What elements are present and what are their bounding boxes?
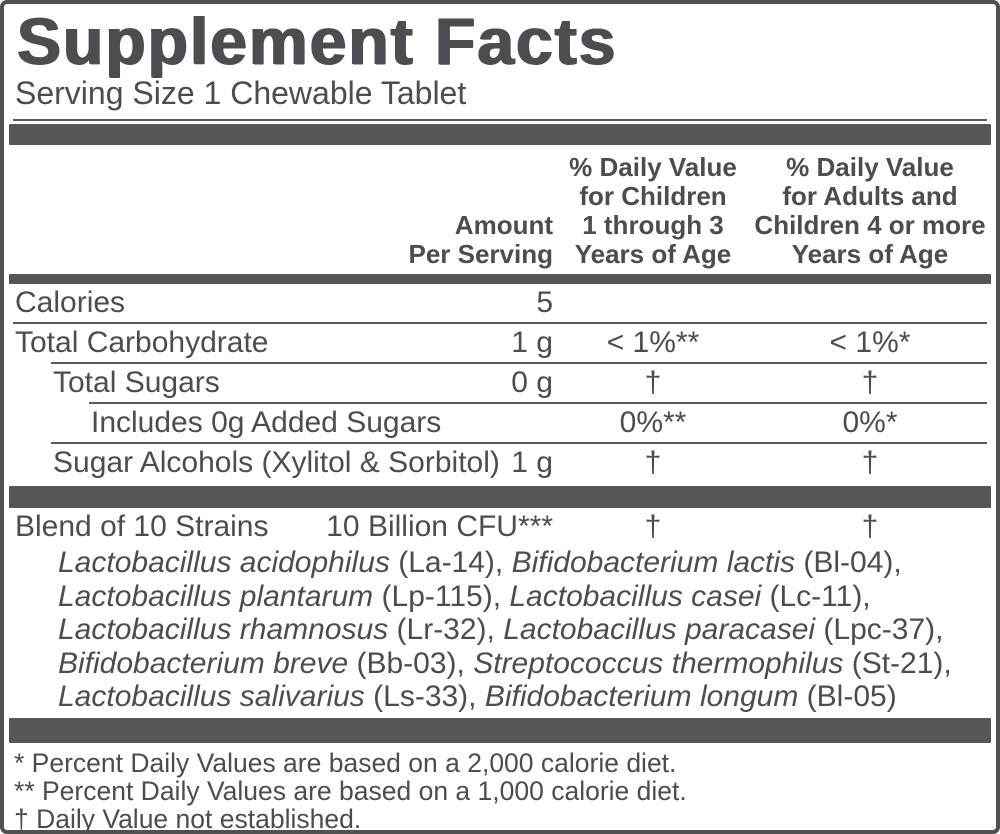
header-adult-daily-value: % Daily Value for Adults and Children 4 …	[754, 152, 986, 269]
section-bar-blend	[9, 486, 991, 508]
strain-code: (Lpc-37),	[815, 613, 944, 646]
row-separator	[13, 322, 987, 324]
footnotes: * Percent Daily Values are based on a 2,…	[13, 743, 987, 834]
adult-dv-value	[753, 284, 987, 322]
nutrient-amount: 1 g	[511, 326, 553, 359]
strain-line: Lactobacillus salivarius (Ls-33), Bifido…	[58, 680, 987, 714]
section-bar-footnotes	[9, 717, 991, 743]
nutrient-amount: 1 g	[511, 446, 553, 479]
child-dv-value	[553, 284, 753, 322]
adult-dv-value: 0%*	[842, 406, 898, 439]
strain-code: (Lr-32),	[388, 613, 504, 646]
strain-list: Lactobacillus acidophilus (La-14), Bifid…	[13, 546, 987, 716]
strain-code: (Lc-11),	[761, 579, 871, 613]
child-dv-value: < 1%**	[606, 326, 700, 359]
strain-species: Lactobacillus salivarius	[58, 680, 365, 713]
nutrient-name: Includes 0g Added Sugars	[91, 406, 442, 439]
strain-species: Bifidobacterium breve	[58, 646, 349, 680]
strain-species: Lactobacillus plantarum	[58, 579, 374, 613]
serving-size-rule	[13, 119, 987, 121]
adult-dv-value: †	[861, 366, 879, 399]
row-separator	[51, 362, 987, 364]
column-header-row: Amount Per Serving % Daily Value for Chi…	[13, 145, 987, 274]
strain-species: Bifidobacterium lactis	[511, 546, 796, 579]
nutrient-amount: 0 g	[511, 366, 553, 399]
table-row-calories: Calories 5	[13, 284, 987, 322]
nutrient-amount: 5	[536, 286, 553, 319]
serving-size: Serving Size 1 Chewable Tablet	[15, 75, 467, 111]
strain-code: (St-21),	[843, 646, 952, 680]
strain-line: Lactobacillus acidophilus (La-14), Bifid…	[58, 546, 987, 580]
nutrient-name: Total Carbohydrate	[15, 326, 269, 359]
strain-code: (Bb-03),	[348, 646, 474, 680]
adult-dv-value: < 1%*	[829, 326, 911, 359]
table-row-total-carbohydrate: Total Carbohydrate 1 g < 1%** < 1%*	[13, 324, 987, 362]
strain-code: (Bl-05)	[798, 680, 897, 713]
header-amount-per-serving: Amount Per Serving	[408, 210, 553, 269]
footnote-child-diet: ** Percent Daily Values are based on a 1…	[14, 775, 687, 806]
table-row-total-sugars: Total Sugars 0 g † †	[13, 364, 987, 402]
child-dv-value: †	[644, 366, 662, 399]
section-bar-top	[9, 124, 991, 145]
strain-code: (La-14),	[389, 546, 512, 579]
table-row-probiotic-blend: Blend of 10 Strains 10 Billion CFU*** † …	[13, 508, 987, 546]
footnote-dv-not-established: † Daily Value not established.	[14, 803, 362, 834]
child-dv-value: †	[644, 446, 662, 479]
nutrient-name: Sugar Alcohols (Xylitol & Sorbitol)	[53, 446, 500, 479]
strain-line: Lactobacillus plantarum (Lp-115), Lactob…	[58, 580, 987, 614]
label-title: Supplement Facts	[17, 4, 618, 78]
row-separator	[89, 402, 987, 404]
section-bar-header	[9, 274, 991, 284]
strain-species: Streptococcus thermophilus	[473, 646, 844, 680]
adult-dv-value: †	[861, 446, 879, 479]
strain-species: Bifidobacterium longum	[484, 680, 799, 713]
nutrient-amount	[313, 404, 553, 442]
footnote-adult-diet: * Percent Daily Values are based on a 2,…	[14, 747, 677, 778]
nutrient-name: Blend of 10 Strains	[15, 510, 269, 543]
child-dv-value: †	[644, 510, 662, 543]
nutrient-amount: 10 Billion CFU***	[326, 510, 553, 543]
strain-species: Lactobacillus rhamnosus	[58, 613, 389, 646]
nutrient-name: Calories	[15, 286, 126, 319]
child-dv-value: 0%**	[619, 406, 687, 439]
strain-species: Lactobacillus paracasei	[503, 613, 816, 646]
table-row-added-sugars: Includes 0g Added Sugars 0%** 0%*	[13, 404, 987, 442]
nutrient-name: Total Sugars	[53, 366, 220, 399]
row-separator	[51, 442, 987, 444]
strain-line: Lactobacillus rhamnosus (Lr-32), Lactoba…	[58, 613, 987, 647]
strain-species: Lactobacillus acidophilus	[58, 546, 390, 579]
table-row-sugar-alcohols: Sugar Alcohols (Xylitol & Sorbitol) 1 g …	[13, 444, 987, 482]
strain-code: (Lp-115),	[373, 579, 510, 613]
strain-code: (Ls-33),	[364, 680, 485, 713]
adult-dv-value: †	[861, 510, 879, 543]
strain-line: Bifidobacterium breve (Bb-03), Streptoco…	[58, 647, 987, 681]
strain-species: Lactobacillus casei	[509, 579, 762, 613]
strain-code: (Bl-04),	[795, 546, 902, 579]
header-child-daily-value: % Daily Value for Children 1 through 3 Y…	[569, 152, 737, 269]
